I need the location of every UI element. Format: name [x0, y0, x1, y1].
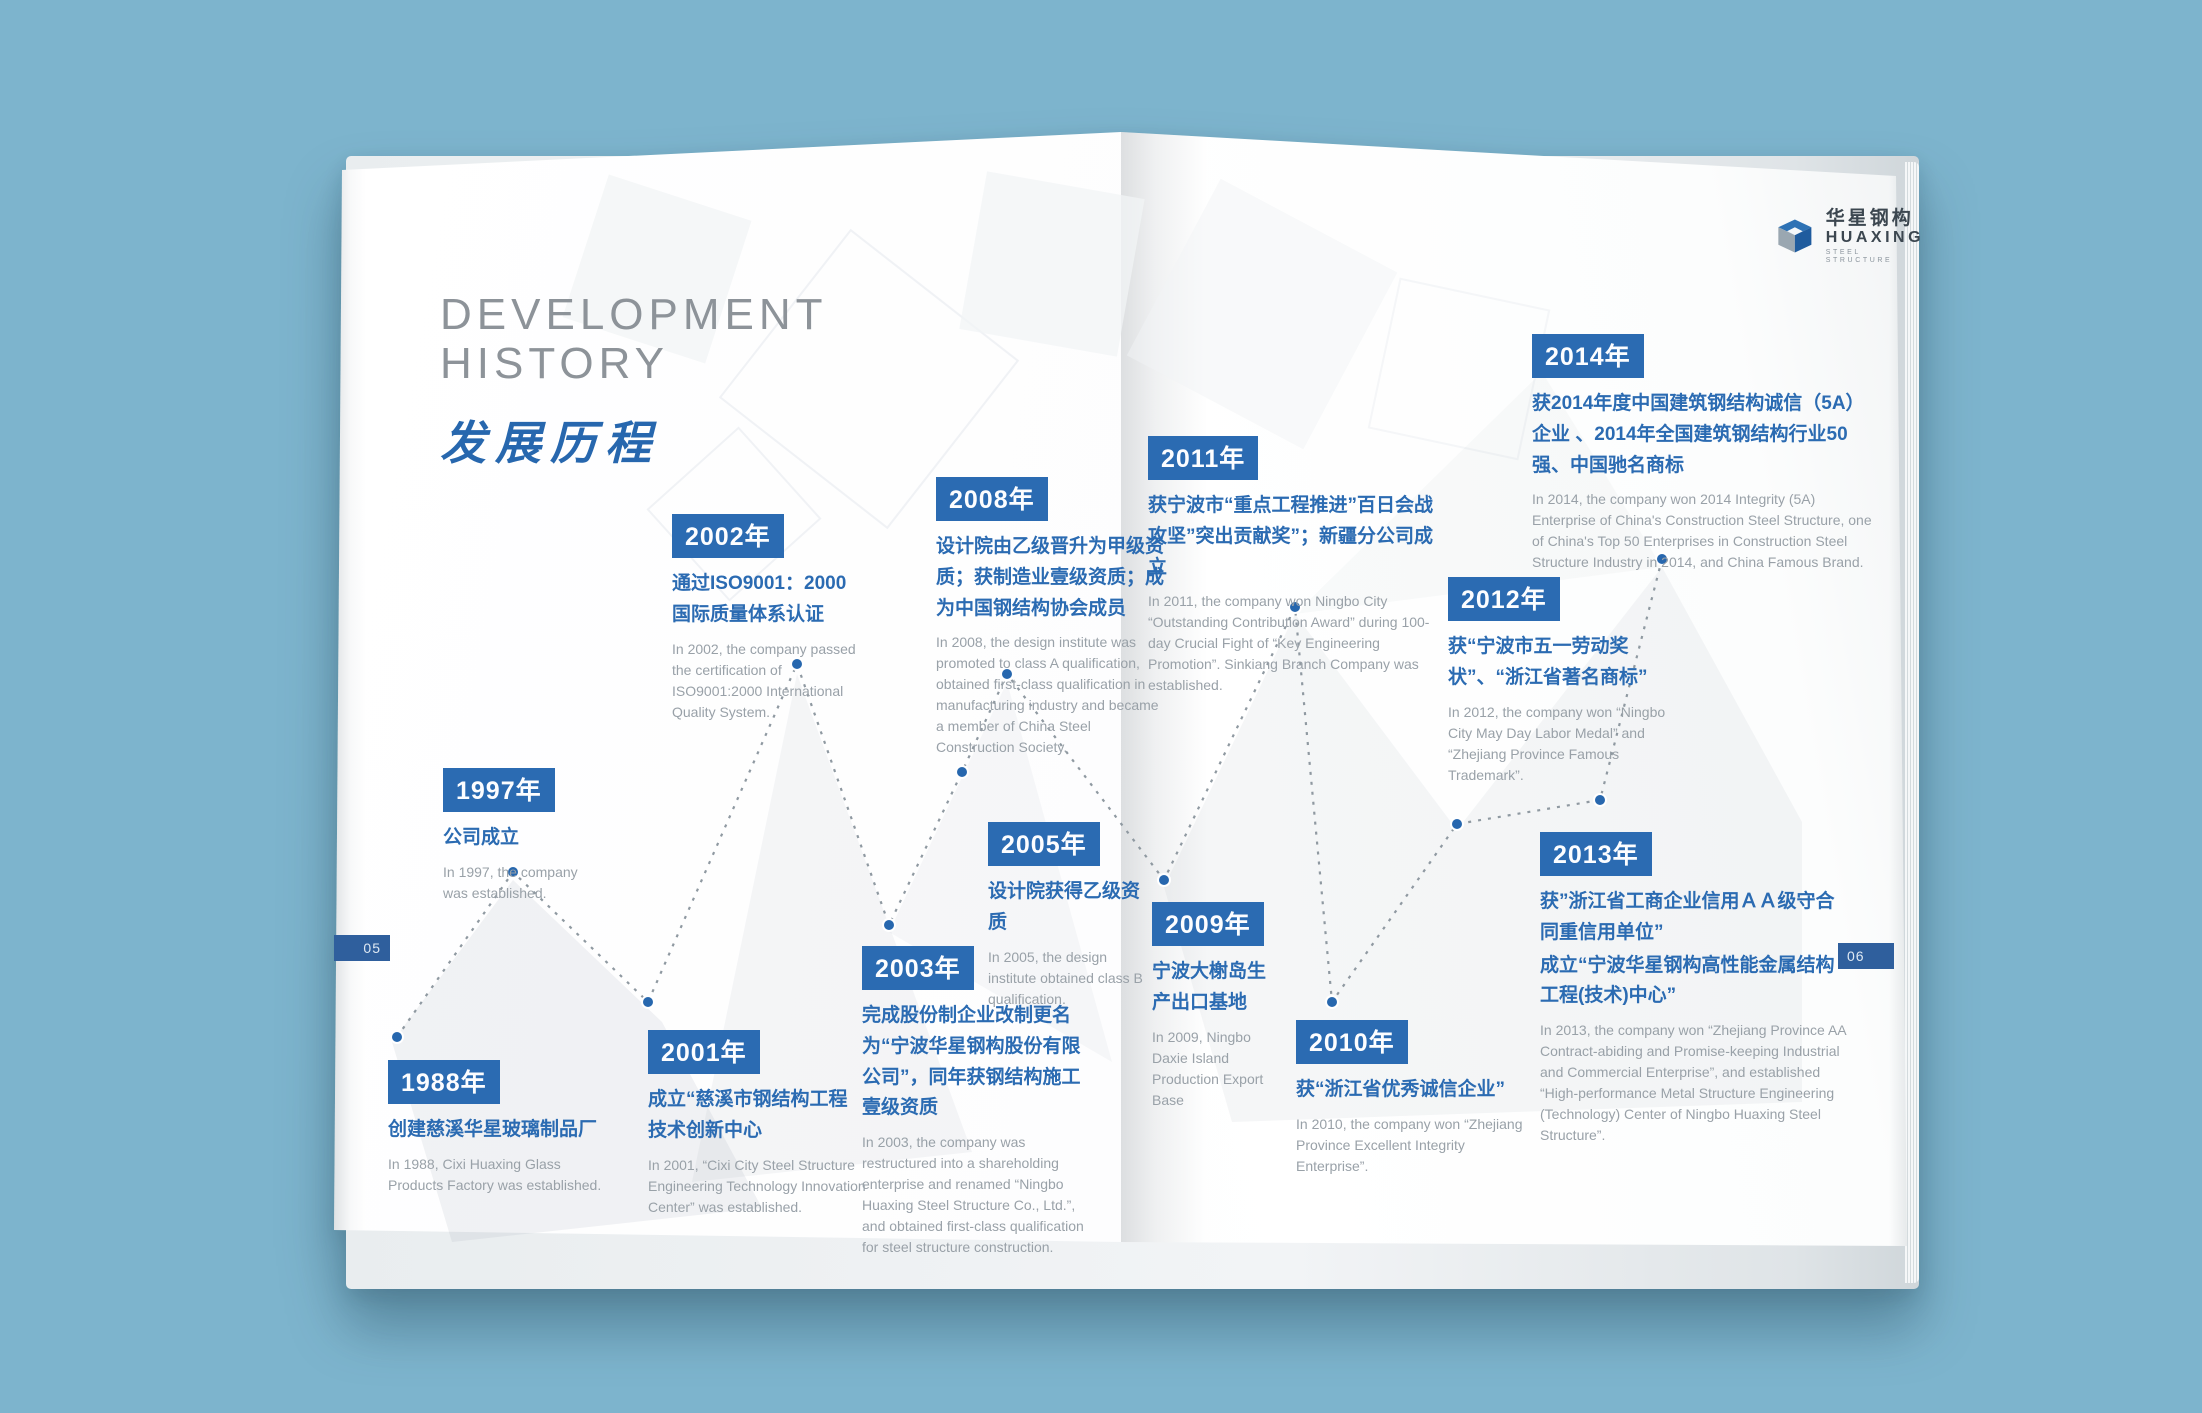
page-title-en-line1: DEVELOPMENT [440, 290, 828, 339]
milestone-desc-en: In 2012, the company won “Ningbo City Ma… [1448, 703, 1666, 783]
page-title-en-line2: HISTORY [440, 339, 669, 389]
milestone-title-cn: 设计院由乙级晋升为甲级资质；获制造业壹级资质；成为中国钢结构协会成员 [936, 536, 1165, 619]
milestone-desc-en: In 2014, the company won 2014 Integrity … [1532, 491, 1872, 571]
milestone-desc-en: In 2008, the design institute was promot… [936, 634, 1159, 756]
company-logo: 华星钢构 HUAXING STEEL STRUCTURE [1774, 208, 1926, 265]
year-badge: 2001年 [648, 1030, 760, 1074]
milestone-title-cn: 成立“慈溪市钢结构工程技术创新中心 [648, 1089, 848, 1141]
logo-sub-text: STEEL STRUCTURE [1825, 249, 1893, 264]
page-number-left: 05 [334, 935, 390, 961]
milestone-title-cn: 创建慈溪华星玻璃制品厂 [388, 1119, 598, 1140]
logo-cn-text: 华星钢构 [1825, 208, 1914, 229]
year-badge: 2010年 [1296, 1020, 1408, 1064]
milestone-2010: 2010年 获“浙江省优秀诚信企业” In 2010, the company … [1296, 1020, 1534, 1177]
year-badge: 2013年 [1540, 832, 1652, 876]
milestone-title-cn-line2: 成立“宁波华星钢构高性能金属结构工程(技术)中心” [1540, 954, 1835, 1007]
year-badge: 2009年 [1152, 902, 1264, 946]
milestone-desc-en: In 2011, the company won Ningbo City “Ou… [1148, 593, 1430, 694]
milestone-title-cn: 公司成立 [443, 827, 520, 848]
milestone-1997: 1997年 公司成立 In 1997, the company was esta… [443, 768, 593, 904]
milestone-desc-en: In 2003, the company was restructured in… [862, 1134, 1084, 1256]
milestone-title-cn: 获2014年度中国建筑钢结构诚信（5A）企业 、2014年全国建筑钢结构行业50… [1532, 393, 1865, 476]
milestone-title-cn: 完成股份制企业改制更名为“宁波华星钢构股份有限公司”，同年获钢结构施工壹级资质 [862, 1005, 1081, 1119]
milestone-2014: 2014年 获2014年度中国建筑钢结构诚信（5A）企业 、2014年全国建筑钢… [1532, 334, 1874, 573]
page-title-cn: 发展历程 [440, 416, 660, 469]
milestone-title-cn: 通过ISO9001：2000 国际质量体系认证 [672, 573, 847, 625]
milestone-desc-en: In 2010, the company won “Zhejiang Provi… [1296, 1115, 1523, 1174]
milestone-2002: 2002年 通过ISO9001：2000 国际质量体系认证 In 2002, t… [672, 514, 860, 723]
year-badge: 1988年 [388, 1060, 500, 1104]
milestone-title-cn: 获宁波市“重点工程推进”百日会战攻坚”突出贡献奖”；新疆分公司成立 [1148, 495, 1434, 578]
year-badge: 2011年 [1148, 436, 1259, 480]
page-title: DEVELOPMENT HISTORY 发展历程 [440, 290, 828, 473]
milestone-title-cn: 设计院获得乙级资质 [988, 881, 1141, 933]
milestone-desc-en: In 2013, the company won “Zhejiang Provi… [1540, 1022, 1846, 1144]
huaxing-cube-logo-icon [1778, 219, 1812, 253]
milestone-2005: 2005年 设计院获得乙级资质 In 2005, the design inst… [988, 822, 1156, 1010]
milestone-title-cn: 获“宁波市五一劳动奖状”、“浙江省著名商标” [1448, 636, 1648, 688]
page-number-right: 06 [1838, 943, 1894, 969]
milestone-2013: 2013年 获”浙江省工商企业信用ＡＡ级守合同重信用单位” 成立“宁波华星钢构高… [1540, 832, 1852, 1146]
milestone-2001: 2001年 成立“慈溪市钢结构工程技术创新中心 In 2001, “Cixi C… [648, 1030, 866, 1218]
milestone-desc-en: In 2009, Ningbo Daxie Island Production … [1152, 1028, 1264, 1108]
milestone-title-cn: 获”浙江省工商企业信用ＡＡ级守合同重信用单位” [1540, 891, 1835, 943]
year-badge: 2014年 [1532, 334, 1644, 378]
milestone-2009: 2009年 宁波大榭岛生产出口基地 In 2009, Ningbo Daxie … [1152, 902, 1280, 1111]
milestone-2003: 2003年 完成股份制企业改制更名为“宁波华星钢构股份有限公司”，同年获钢结构施… [862, 946, 1096, 1258]
year-badge: 2008年 [936, 477, 1048, 521]
left-page-curl-shade [334, 132, 366, 1242]
milestone-desc-en: In 2001, “Cixi City Steel Structure Engi… [648, 1156, 866, 1215]
cube-decoration [959, 171, 1145, 357]
milestone-desc-en: In 1997, the company was established. [443, 863, 578, 901]
year-badge: 2002年 [672, 514, 784, 558]
year-badge: 2012年 [1448, 577, 1560, 621]
cube-decoration [1367, 277, 1551, 461]
year-badge: 2003年 [862, 946, 974, 990]
logo-en-text: HUAXING [1825, 229, 1925, 247]
milestone-desc-en: In 1988, Cixi Huaxing Glass Products Fac… [388, 1155, 602, 1193]
milestone-title-cn: 宁波大榭岛生产出口基地 [1152, 961, 1267, 1013]
milestone-desc-en: In 2005, the design institute obtained c… [988, 948, 1143, 1007]
milestone-title-cn: 获“浙江省优秀诚信企业” [1296, 1079, 1506, 1100]
milestone-desc-en: In 2002, the company passed the certific… [672, 640, 856, 720]
milestone-2011: 2011年 获宁波市“重点工程推进”百日会战攻坚”突出贡献奖”；新疆分公司成立 … [1148, 436, 1448, 696]
milestone-1988: 1988年 创建慈溪华星玻璃制品厂 In 1988, Cixi Huaxing … [388, 1060, 606, 1196]
open-brochure-book: DEVELOPMENT HISTORY 发展历程 华星钢构 HUAXING ST… [332, 122, 1921, 1289]
year-badge: 1997年 [443, 768, 555, 812]
year-badge: 2005年 [988, 822, 1100, 866]
milestone-2008: 2008年 设计院由乙级晋升为甲级资质；获制造业壹级资质；成为中国钢结构协会成员… [936, 477, 1166, 758]
milestone-2012: 2012年 获“宁波市五一劳动奖状”、“浙江省著名商标” In 2012, th… [1448, 577, 1686, 786]
